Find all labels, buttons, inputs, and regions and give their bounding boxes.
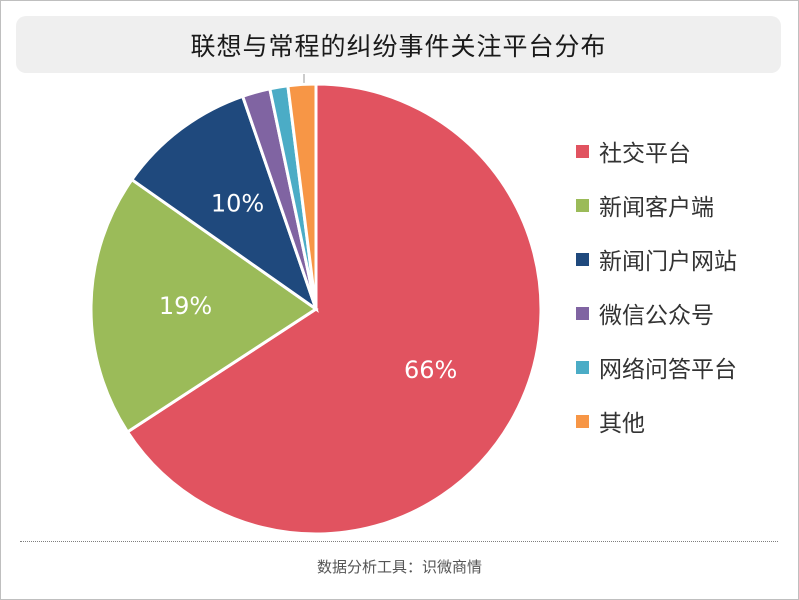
legend-item-3: 微信公众号 <box>576 297 737 329</box>
data-label-2: 10% <box>211 190 264 218</box>
data-label-0: 66% <box>404 356 457 384</box>
legend-label: 网络问答平台 <box>599 357 737 383</box>
legend: 社交平台新闻客户端新闻门户网站 微信公众号网络问答平台 其他 <box>576 135 737 437</box>
pie-slice-1 <box>89 177 319 434</box>
legend-label: 微信公众号 <box>599 303 714 329</box>
legend-swatch <box>576 360 589 374</box>
legend-item-4: 网络问答平台 <box>576 351 737 383</box>
legend-swatch <box>576 144 589 158</box>
pie-labels: 66% 19% 10% <box>159 190 458 385</box>
legend-swatch <box>576 198 589 212</box>
legend-label: 其他 <box>599 411 645 437</box>
divider <box>20 541 778 542</box>
title-bar: 联想与常程的纠纷事件关注平台分布 <box>16 16 781 73</box>
source-note: 数据分析工具：识微商情 <box>316 558 482 576</box>
legend-item-1: 新闻客户端 <box>576 189 737 221</box>
pie-slice-2 <box>129 94 319 313</box>
pie-slices <box>89 82 543 536</box>
legend-item-2: 新闻门户网站 <box>576 243 737 275</box>
legend-swatch <box>576 252 589 266</box>
legend-label: 社交平台 <box>599 141 691 167</box>
legend-item-5: 其他 <box>576 405 737 437</box>
pie-slice-0 <box>125 82 543 536</box>
legend-item-0: 社交平台 <box>576 135 737 167</box>
legend-swatch <box>576 306 589 320</box>
chart-title: 联想与常程的纠纷事件关注平台分布 <box>190 31 607 61</box>
legend-label: 新闻客户端 <box>599 195 714 221</box>
pie-slice-5 <box>286 82 318 310</box>
data-label-1: 19% <box>159 292 212 320</box>
legend-swatch <box>576 414 589 428</box>
legend-label: 新闻门户网站 <box>599 249 737 275</box>
